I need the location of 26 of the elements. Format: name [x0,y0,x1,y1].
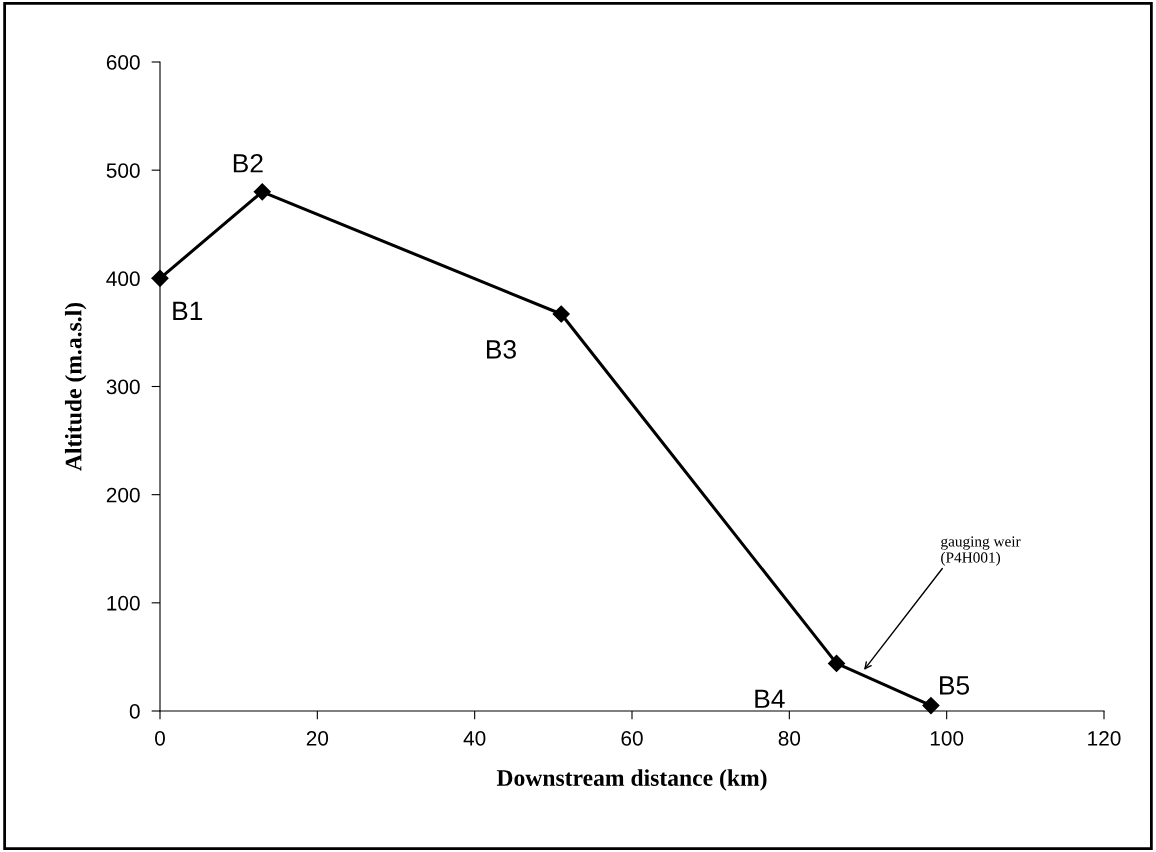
y-tick-label: 300 [106,379,140,395]
x-tick-label: 100 [930,730,964,746]
x-tick-label: 0 [155,730,165,746]
point [922,697,940,715]
y-axis-title: Altitude (m.a.s.l) [64,302,87,471]
x-tick-label: 20 [306,730,329,746]
point [827,654,846,672]
x-tick-label: 40 [463,730,486,746]
annotation: gauging weir (P4H001) [941,536,1021,566]
x-axis-title: Downstream distance (km) [496,769,767,791]
y-tick-label: 200 [106,487,140,503]
annotation: B4 [755,689,785,708]
x-tick-label: 120 [1088,730,1121,746]
annotation: B5 [940,676,970,695]
y-tick-label: 0 [129,704,140,719]
annotation: B3 [486,340,516,359]
y-tick-label: 600 [106,55,140,70]
point [253,183,271,201]
x-tick-label: 80 [778,730,801,746]
point [552,305,570,323]
y-tick-label: 100 [107,595,140,611]
y-tick-label: 400 [106,271,140,287]
x-tick-label: 60 [621,730,643,746]
y-tick-label: 500 [106,163,140,178]
annotation: B2 [233,153,263,173]
annotation: B1 [173,301,203,320]
